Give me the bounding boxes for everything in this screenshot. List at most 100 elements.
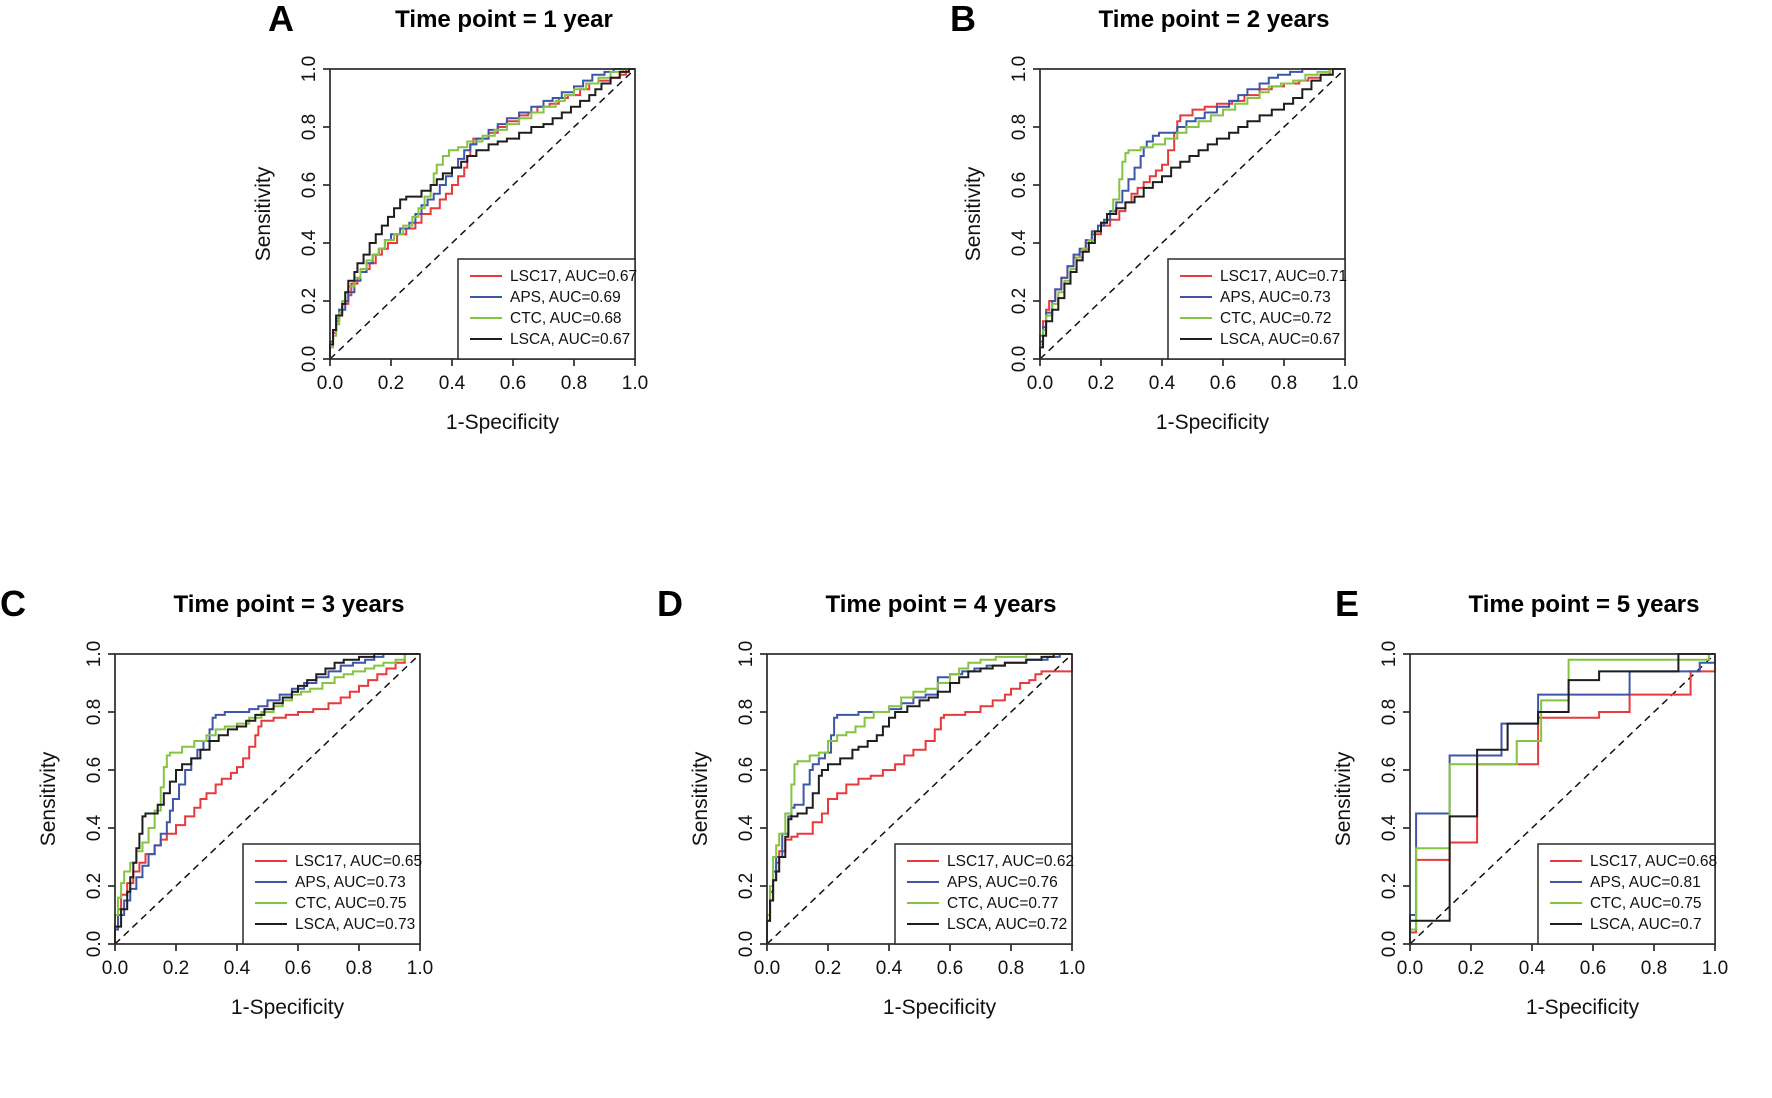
x-tick-label: 1.0: [1702, 958, 1728, 979]
x-tick-label: 0.0: [1397, 958, 1423, 979]
roc-curve-aps: [114, 653, 420, 944]
y-tick-label: 0.4: [299, 229, 320, 256]
y-tick-label: 0.6: [84, 757, 105, 783]
y-axis-label: Sensitivity: [252, 166, 275, 261]
roc-plot-b: 0.00.0 0.2 0.2 0.4 0.4 0.6 0.6 0.8 0.8 1.0 1.0 1-Sp…: [962, 56, 1358, 434]
x-tick-label: 1.0: [622, 373, 648, 394]
x-tick-label: 1.0: [407, 958, 433, 979]
y-tick-label: 0.0: [736, 931, 757, 957]
panel-e-header: E Time point = 5 years: [1320, 583, 1750, 629]
x-tick-label: 0.6: [500, 373, 526, 394]
roc-curve-ctc: [766, 653, 1072, 944]
legend-label-ctc: CTC, AUC=0.77: [947, 895, 1059, 912]
legend-label-aps: APS, AUC=0.73: [1220, 289, 1331, 306]
legend-label-lsca: LSCA, AUC=0.67: [1220, 331, 1340, 348]
legend-label-lsc17: LSC17, AUC=0.67: [510, 268, 637, 285]
y-tick-label: 0.0: [299, 346, 320, 372]
panel-d-header: D Time point = 4 years: [657, 583, 1107, 629]
y-tick-label: 0.8: [1379, 699, 1400, 725]
x-tick-label: 0.8: [1641, 958, 1667, 979]
legend-label-lsc17: LSC17, AUC=0.65: [295, 853, 422, 870]
panel-c-title: Time point = 3 years: [173, 591, 405, 618]
roc-curve-aps: [1039, 68, 1345, 359]
legend-label-lsc17: LSC17, AUC=0.71: [1220, 268, 1347, 285]
x-tick-label: 0.6: [285, 958, 311, 979]
y-tick-label: 0.4: [1379, 814, 1400, 841]
y-tick-label: 1.0: [299, 56, 320, 82]
y-tick-label: 0.8: [1009, 114, 1030, 140]
panel-c: C Time point = 3 years 0.0 0.0 0.2 0.2 0.4 0.…: [0, 583, 455, 1029]
panel-a-letter: A: [268, 0, 294, 39]
x-tick-label: 0.2: [163, 958, 189, 979]
panel-b-header: B Time point = 2 years: [950, 0, 1380, 44]
legend-label-aps: APS, AUC=0.73: [295, 874, 406, 891]
panel-a-header: A Time point = 1 year: [240, 0, 670, 44]
y-tick-label: 1.0: [1009, 56, 1030, 82]
x-tick-label: 0.6: [1210, 373, 1236, 394]
y-tick-label: 0.8: [736, 699, 757, 725]
x-tick-label: 0.2: [1458, 958, 1484, 979]
y-tick-label: 0.8: [299, 114, 320, 140]
roc-curve-lsca: [114, 653, 420, 944]
legend-label-lsca: LSCA, AUC=0.67: [510, 331, 630, 348]
roc-plot-c: 0.00.0 0.2 0.2 0.4 0.4 0.6 0.6 0.8 0.8 1.0 1.0 1-Sp…: [37, 641, 433, 1019]
y-tick-label: 0.0: [84, 931, 105, 957]
chance-diagonal-line: [329, 68, 636, 360]
y-tick-label: 1.0: [84, 641, 105, 667]
roc-curve-ctc: [1409, 653, 1715, 944]
panel-d-letter: D: [657, 583, 683, 624]
legend-label-lsc17: LSC17, AUC=0.62: [947, 853, 1074, 870]
panel-d-title: Time point = 4 years: [825, 591, 1057, 618]
panel-e-title: Time point = 5 years: [1468, 591, 1700, 618]
y-axis-label: Sensitivity: [689, 751, 712, 846]
y-tick-label: 1.0: [736, 641, 757, 667]
y-tick-label: 0.4: [84, 814, 105, 841]
x-tick-label: 0.0: [317, 373, 343, 394]
roc-curve-lsca: [1039, 68, 1345, 359]
y-tick-label: 0.0: [1009, 346, 1030, 372]
panel-d: D Time point = 4 years 0.0 0.0 0.2 0.2 0.4 0.…: [657, 583, 1107, 1029]
x-tick-label: 0.6: [1580, 958, 1606, 979]
y-tick-label: 0.2: [736, 873, 757, 899]
x-tick-label: 0.4: [1149, 373, 1176, 394]
panel-b-title: Time point = 2 years: [1098, 6, 1330, 33]
x-tick-label: 0.8: [1271, 373, 1297, 394]
roc-curve-ctc: [114, 653, 420, 944]
legend-label-lsca: LSCA, AUC=0.72: [947, 916, 1067, 933]
y-tick-label: 0.4: [1009, 229, 1030, 256]
x-axis-label: 1-Specificity: [1526, 996, 1640, 1019]
roc-curve-lsca: [1409, 653, 1715, 944]
legend-label-aps: APS, AUC=0.81: [1590, 874, 1701, 891]
x-tick-label: 0.0: [754, 958, 780, 979]
x-tick-label: 0.8: [998, 958, 1024, 979]
x-tick-label: 0.6: [937, 958, 963, 979]
panel-c-letter: C: [0, 583, 26, 624]
panel-b-letter: B: [950, 0, 976, 39]
x-tick-label: 0.4: [1519, 958, 1546, 979]
y-axis-label: Sensitivity: [37, 751, 60, 846]
y-tick-label: 0.6: [736, 757, 757, 783]
chance-diagonal-line: [766, 653, 1073, 945]
chance-diagonal-line: [1039, 68, 1346, 360]
chance-diagonal-line: [114, 653, 421, 945]
legend-label-lsc17: LSC17, AUC=0.68: [1590, 853, 1717, 870]
roc-curve-lsca: [766, 653, 1072, 944]
y-tick-label: 0.0: [1379, 931, 1400, 957]
y-tick-label: 0.2: [299, 288, 320, 314]
y-tick-label: 1.0: [1379, 641, 1400, 667]
chance-diagonal-line: [1409, 653, 1716, 945]
legend-label-ctc: CTC, AUC=0.75: [295, 895, 407, 912]
x-tick-label: 0.4: [439, 373, 466, 394]
legend-label-ctc: CTC, AUC=0.75: [1590, 895, 1702, 912]
x-tick-label: 0.0: [1027, 373, 1053, 394]
y-tick-label: 0.6: [299, 172, 320, 198]
y-tick-label: 0.2: [1009, 288, 1030, 314]
panel-a-title: Time point = 1 year: [395, 6, 613, 33]
y-tick-label: 0.2: [84, 873, 105, 899]
panel-a: A Time point = 1 year 0.0 0.0 0.2 0.2 0.4 0.4…: [240, 0, 670, 444]
legend-label-ctc: CTC, AUC=0.68: [510, 310, 622, 327]
x-axis-label: 1-Specificity: [883, 996, 997, 1019]
roc-curve-lsc17: [329, 68, 635, 359]
panel-e-letter: E: [1335, 583, 1360, 624]
y-axis-label: Sensitivity: [1332, 751, 1355, 846]
